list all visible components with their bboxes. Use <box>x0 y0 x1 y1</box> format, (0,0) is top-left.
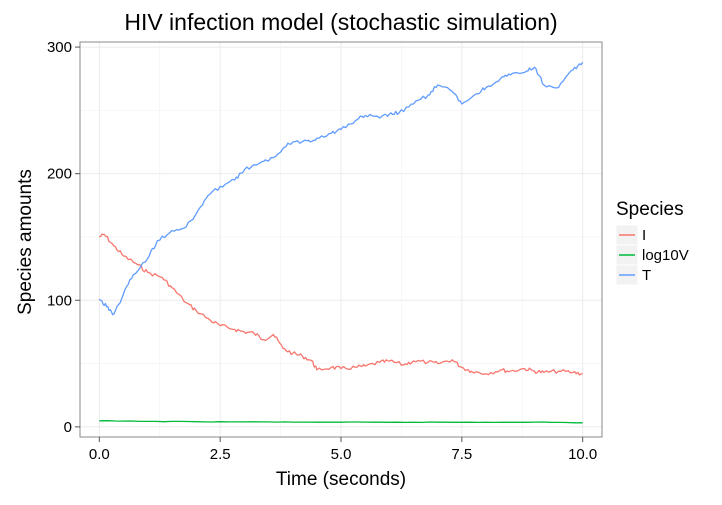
x-tick-label: 2.5 <box>210 446 231 463</box>
y-axis-label: Species amounts <box>15 169 36 315</box>
x-tick-label: 0.0 <box>89 446 110 463</box>
y-tick-label: 200 <box>47 166 72 183</box>
legend-title: Species <box>616 199 684 220</box>
series-line-log10v <box>99 420 583 424</box>
axes: 0.0 2.5 5.0 7.5 10.0 0 100 200 300 <box>47 39 597 463</box>
x-tick-label: 7.5 <box>451 446 472 463</box>
x-axis-label: Time (seconds) <box>276 469 406 490</box>
chart-title: HIV infection model (stochastic simulati… <box>124 9 557 35</box>
y-tick-label: 100 <box>47 292 72 309</box>
legend-label: log10V <box>642 247 689 264</box>
x-tick-label: 5.0 <box>331 446 352 463</box>
series-line-i <box>98 233 583 376</box>
y-tick-label: 0 <box>64 419 72 436</box>
grid-lines <box>80 42 602 437</box>
series-line-t <box>98 61 584 316</box>
legend-label: I <box>642 227 646 244</box>
legend-label: T <box>642 267 651 284</box>
y-tick-label: 300 <box>47 39 72 56</box>
series-lines <box>98 61 584 424</box>
x-tick-label: 10.0 <box>568 446 597 463</box>
